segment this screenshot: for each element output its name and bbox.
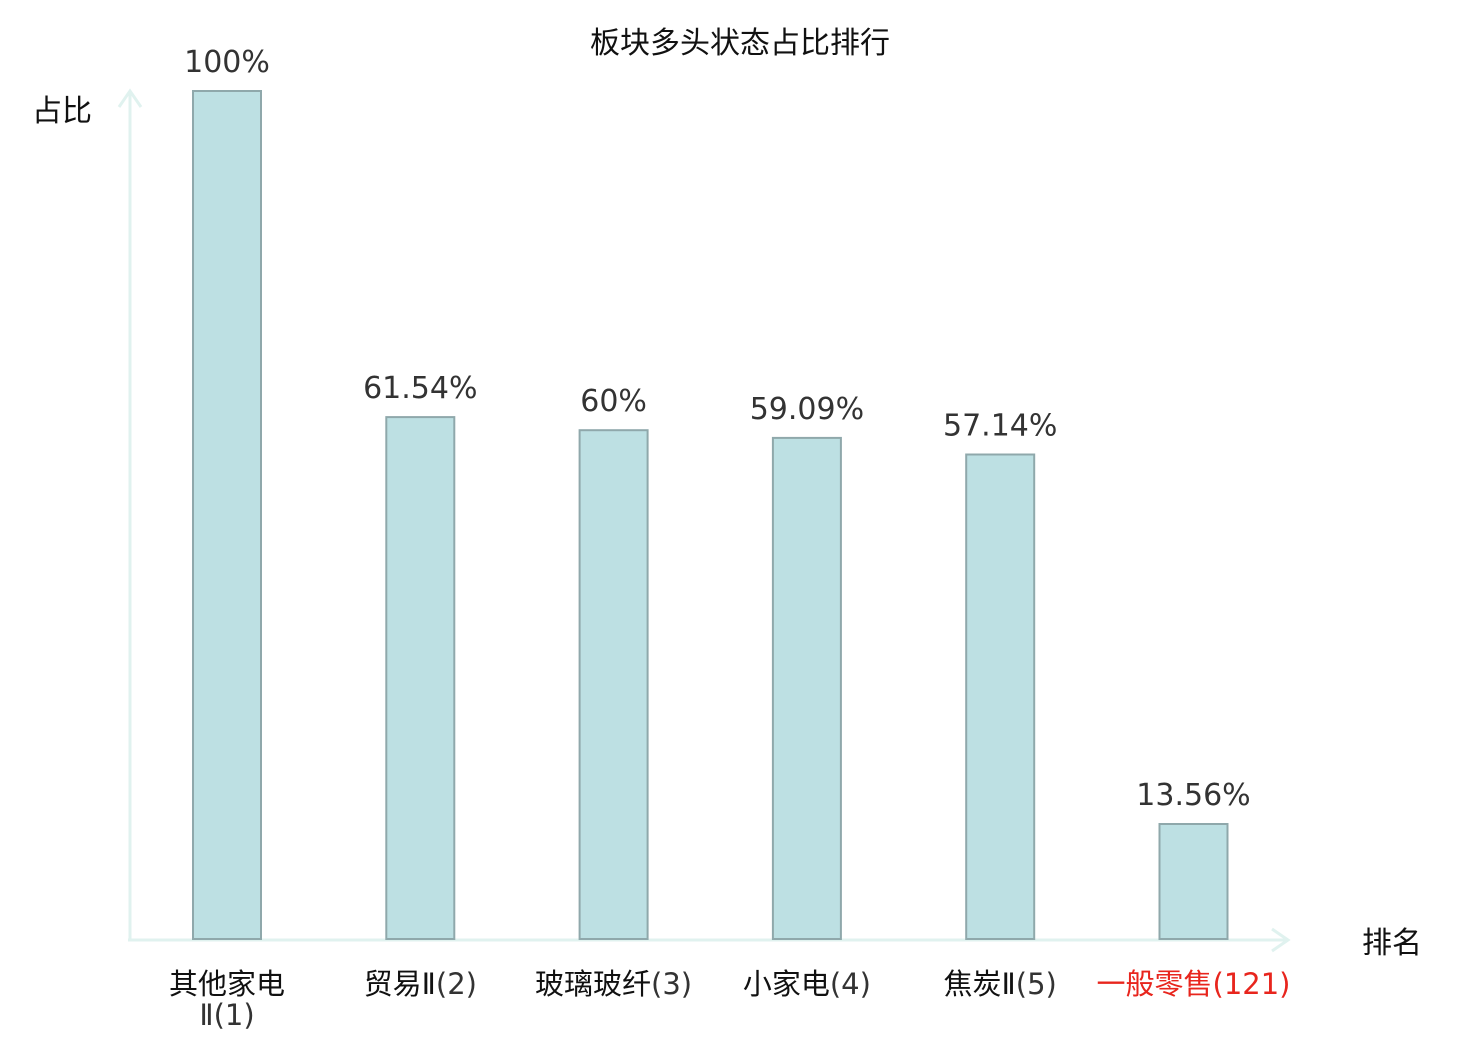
data-label: 60% (580, 384, 647, 419)
chart-title: 板块多头状态占比排行 (590, 26, 890, 61)
data-label: 57.14% (943, 409, 1057, 444)
bars (192, 90, 1229, 941)
bar (1158, 823, 1229, 940)
data-label: 59.09% (750, 392, 864, 427)
bar (578, 429, 649, 940)
x-tick-label: Ⅱ(1) (199, 998, 254, 1032)
data-label: 13.56% (1136, 778, 1250, 813)
x-tick-label: 玻璃玻纤(3) (535, 967, 692, 1001)
data-label: 61.54% (363, 371, 477, 406)
x-axis (128, 927, 1291, 953)
y-axis (117, 88, 143, 940)
x-tick-label: 贸易Ⅱ(2) (364, 967, 477, 1001)
x-tick-label: 其他家电 (169, 967, 285, 1001)
x-axis-label: 排名 (1362, 926, 1422, 961)
bar (192, 90, 262, 940)
y-axis-label: 占比 (32, 94, 92, 129)
x-tick-label: 小家电(4) (743, 967, 871, 1001)
bar (771, 436, 842, 940)
x-tick-label: 一般零售(121) (1097, 967, 1291, 1001)
value-labels: 100% 61.54% 60% 59.09% 57.14% 13.56% (184, 45, 1251, 813)
bar (965, 453, 1036, 940)
x-tick-label: 焦炭Ⅱ(5) (944, 967, 1057, 1001)
data-label: 100% (184, 45, 270, 80)
bar (385, 416, 456, 941)
